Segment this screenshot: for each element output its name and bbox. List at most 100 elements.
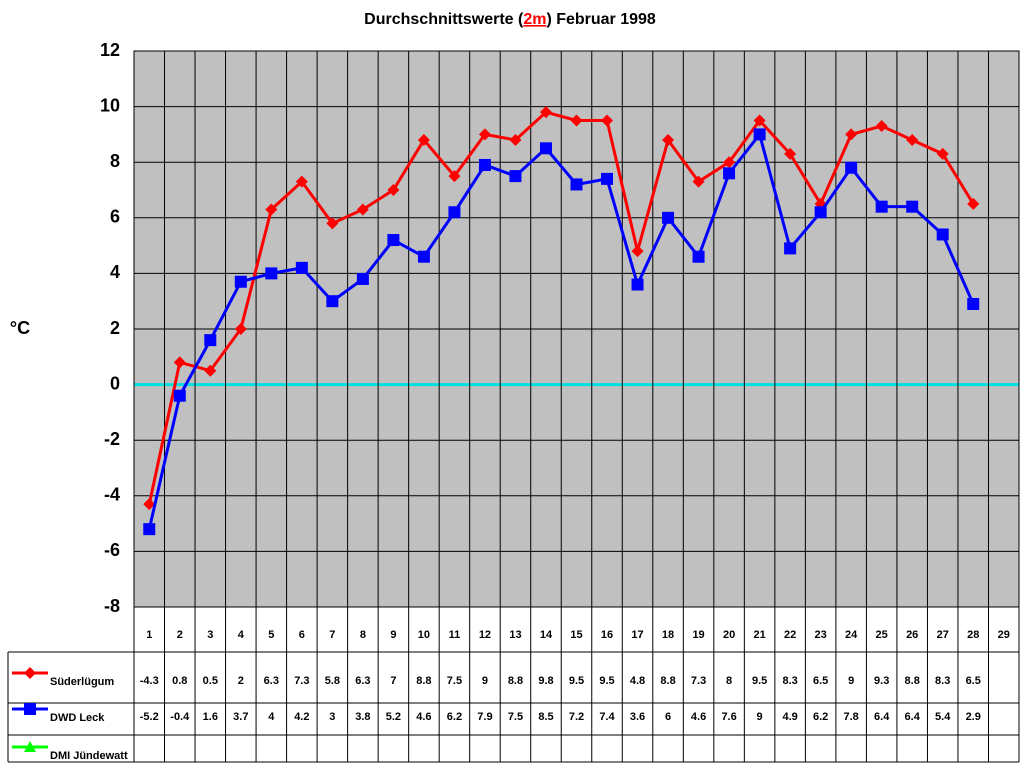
table-value: 9 <box>848 675 854 687</box>
table-value: 9 <box>482 675 488 687</box>
x-tick-label: 2 <box>177 629 183 641</box>
marker <box>448 170 461 183</box>
x-tick-label: 25 <box>876 629 888 641</box>
x-tick-label: 12 <box>479 629 491 641</box>
table-value: 4.9 <box>782 711 797 723</box>
marker <box>417 250 430 263</box>
y-tick-label: 4 <box>110 262 120 282</box>
legend-label: Süderlügum <box>50 676 114 688</box>
table-value: 6.5 <box>966 675 981 687</box>
marker <box>509 133 522 146</box>
table-value: 5.8 <box>325 675 340 687</box>
marker <box>784 147 797 160</box>
marker <box>539 106 552 119</box>
marker <box>601 114 614 127</box>
table-value: 3.6 <box>630 711 645 723</box>
table-value: 7.9 <box>477 711 492 723</box>
marker <box>692 250 705 263</box>
marker <box>601 172 614 185</box>
marker <box>723 167 736 180</box>
table-value: 8.5 <box>538 711 553 723</box>
table-value: 5.2 <box>386 711 401 723</box>
marker <box>173 356 186 369</box>
x-tick-label: 16 <box>601 629 613 641</box>
legend-marker <box>24 703 36 715</box>
y-tick-label: -4 <box>104 485 120 505</box>
table-value: 7 <box>390 675 396 687</box>
marker <box>570 114 583 127</box>
legend-marker <box>24 667 36 679</box>
marker <box>143 498 156 511</box>
marker <box>845 161 858 174</box>
x-tick-label: 3 <box>207 629 213 641</box>
table-value: 3 <box>329 711 335 723</box>
marker <box>662 211 675 224</box>
y-tick-label: 2 <box>110 318 120 338</box>
table-value: 4 <box>268 711 275 723</box>
x-tick-label: 6 <box>299 629 305 641</box>
marker <box>326 217 339 230</box>
marker <box>662 133 675 146</box>
title-text: Durchschnittswerte ( <box>364 11 524 28</box>
marker <box>173 389 186 402</box>
table-value: 6.3 <box>264 675 279 687</box>
marker <box>753 114 766 127</box>
table-value: 4.6 <box>416 711 431 723</box>
table-value: 7.2 <box>569 711 584 723</box>
table-value: 8.8 <box>416 675 431 687</box>
y-tick-label: 6 <box>110 207 120 227</box>
x-tick-label: 7 <box>329 629 335 641</box>
x-tick-label: 22 <box>784 629 796 641</box>
table-value: 6.5 <box>813 675 828 687</box>
y-tick-label: -2 <box>104 429 120 449</box>
marker <box>417 133 430 146</box>
table-value: 9 <box>757 711 763 723</box>
table-value: 7.3 <box>294 675 309 687</box>
table-value: 7.6 <box>721 711 736 723</box>
title-highlight: 2m <box>523 11 546 28</box>
table-value: 2 <box>238 675 244 687</box>
y-axis-label: °C <box>10 318 30 338</box>
table-value: 6.4 <box>905 711 921 723</box>
marker <box>692 175 705 188</box>
table-value: 0.8 <box>172 675 187 687</box>
x-tick-label: 21 <box>753 629 765 641</box>
marker <box>356 203 369 216</box>
table-value: 5.4 <box>935 711 951 723</box>
table-value: 8.3 <box>782 675 797 687</box>
table-value: 6.2 <box>447 711 462 723</box>
marker <box>265 267 278 280</box>
series-line <box>147 110 975 505</box>
table-value: 7.3 <box>691 675 706 687</box>
x-tick-label: 29 <box>998 629 1010 641</box>
marker <box>631 245 644 258</box>
table-value: -0.4 <box>170 711 190 723</box>
marker <box>234 275 247 288</box>
marker <box>387 234 400 247</box>
x-tick-label: 9 <box>390 629 396 641</box>
x-tick-label: 18 <box>662 629 674 641</box>
title-text: ) Februar 1998 <box>546 11 655 28</box>
x-tick-label: 17 <box>631 629 643 641</box>
legend-label: DMI Jündewatt <box>50 750 128 762</box>
table-value: 8.8 <box>905 675 920 687</box>
x-tick-label: 13 <box>509 629 521 641</box>
table-value: 3.7 <box>233 711 248 723</box>
marker <box>906 133 919 146</box>
x-tick-label: 15 <box>570 629 582 641</box>
table-value: 4.6 <box>691 711 706 723</box>
marker <box>204 334 217 347</box>
y-tick-label: 8 <box>110 151 120 171</box>
marker <box>387 184 400 196</box>
table-value: 8.3 <box>935 675 950 687</box>
x-tick-label: 23 <box>815 629 827 641</box>
y-tick-label: -8 <box>104 596 120 616</box>
x-tick-label: 5 <box>268 629 274 641</box>
marker <box>539 142 552 155</box>
table-value: 2.9 <box>966 711 981 723</box>
marker <box>967 197 980 210</box>
table-value: 0.5 <box>203 675 218 687</box>
x-tick-label: 24 <box>845 629 858 641</box>
marker <box>295 261 308 274</box>
y-tick-label: 10 <box>100 95 120 115</box>
